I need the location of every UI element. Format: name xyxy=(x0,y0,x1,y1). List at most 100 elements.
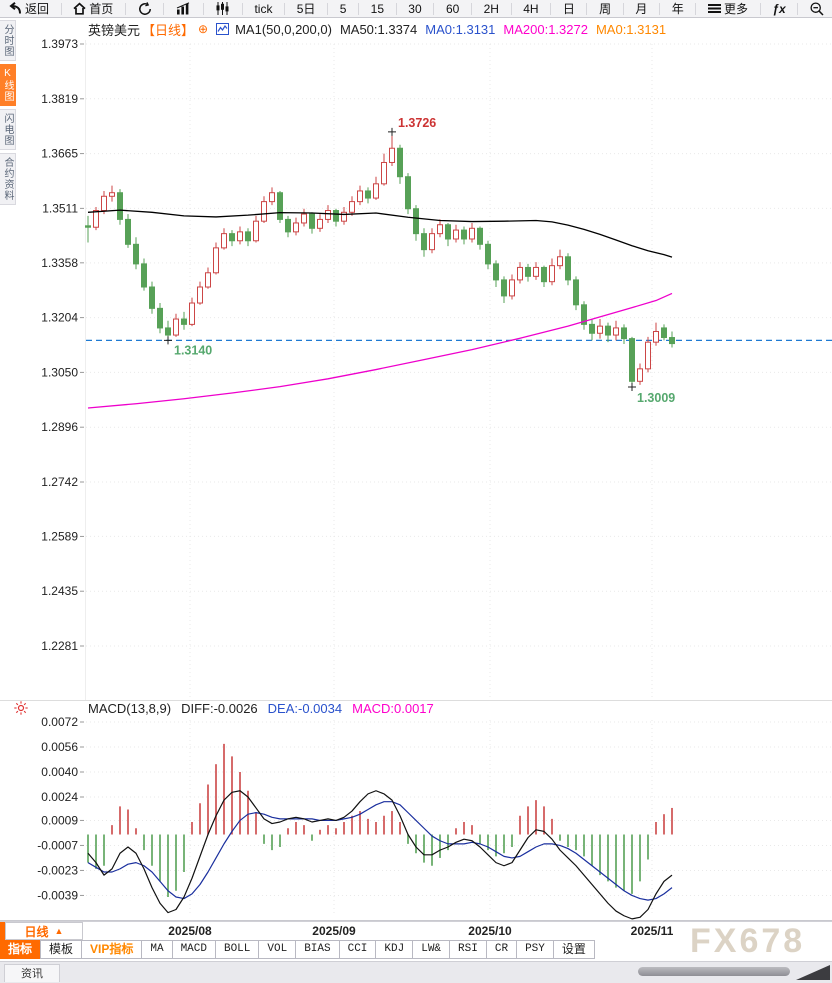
svg-text:0.0024: 0.0024 xyxy=(41,790,78,804)
toolbar: 返回 首页 tick 5日 5 15 30 60 2H 4H 日 周 月 年 更… xyxy=(0,0,832,18)
sidebar-item-kline-chart[interactable]: K线图 xyxy=(0,64,16,106)
toolbar-separator xyxy=(550,2,552,15)
toolbar-separator xyxy=(60,2,62,15)
svg-text:1.2589: 1.2589 xyxy=(41,529,78,543)
period-selector-dropdown[interactable]: 日线 ▲ xyxy=(5,922,83,940)
toolbar-button-60m[interactable]: 60 xyxy=(446,0,459,18)
toolbar-button-bar-chart[interactable] xyxy=(176,0,191,18)
toolbar-button-2h[interactable]: 2H xyxy=(484,0,499,18)
tab-ma[interactable]: MA xyxy=(141,940,173,959)
tab-macd[interactable]: MACD xyxy=(171,940,216,959)
home-icon xyxy=(73,2,86,15)
toolbar-separator xyxy=(433,2,435,15)
refresh-icon xyxy=(138,1,152,16)
toolbar-button-tick[interactable]: tick xyxy=(254,0,272,18)
macd-header-row: MACD(13,8,9) DIFF:-0.0026 DEA:-0.0034 MA… xyxy=(88,701,434,716)
tab-cr[interactable]: CR xyxy=(485,940,518,959)
toolbar-label: 2H xyxy=(483,1,499,16)
horizontal-scrollbar[interactable] xyxy=(638,967,790,976)
svg-text:-0.0039: -0.0039 xyxy=(37,888,78,902)
toolbar-button-5m[interactable]: 5 xyxy=(340,0,347,18)
toolbar-label: 更多 xyxy=(724,2,749,16)
toolbar-button-zoom-out[interactable] xyxy=(810,0,824,18)
svg-text:1.3050: 1.3050 xyxy=(41,365,78,379)
date-label: 2025/08 xyxy=(168,924,212,938)
sidebar-item-time-chart[interactable]: 分时图 xyxy=(0,20,16,61)
back-arrow-icon xyxy=(8,2,22,15)
toolbar-separator xyxy=(241,2,243,15)
svg-text:1.2742: 1.2742 xyxy=(41,475,78,489)
svg-text:1.2896: 1.2896 xyxy=(41,420,78,434)
toolbar-button-more[interactable]: 更多 xyxy=(708,0,748,18)
news-tab[interactable]: 资讯 xyxy=(4,964,60,982)
toolbar-button-30m[interactable]: 30 xyxy=(408,0,421,18)
toolbar-button-home[interactable]: 首页 xyxy=(73,0,113,18)
tab-lw[interactable]: LW& xyxy=(412,940,451,959)
svg-text:0.0056: 0.0056 xyxy=(41,740,78,754)
kline-mini-icon[interactable] xyxy=(216,23,230,35)
toolbar-separator xyxy=(284,2,286,15)
toolbar-separator xyxy=(659,2,661,15)
zoom-out-icon xyxy=(810,1,824,16)
tab-vip-indicators[interactable]: VIP指标 xyxy=(81,940,143,959)
svg-text:1.3009: 1.3009 xyxy=(637,391,675,405)
date-axis-row: 日线 ▲ 2025/08 2025/09 2025/10 2025/11 xyxy=(0,921,832,941)
toolbar-separator xyxy=(759,2,761,15)
date-label: 2025/10 xyxy=(468,924,512,938)
toolbar-separator xyxy=(586,2,588,15)
toolbar-button-back[interactable]: 返回 xyxy=(8,0,49,18)
ma0-blue-value: MA0:1.3131 xyxy=(425,21,496,37)
toolbar-label: 周 xyxy=(599,2,612,16)
resize-corner-handle[interactable] xyxy=(796,965,830,980)
candlestick-macd-chart[interactable]: 1.3973 1.3819 1.3665 1.3511 1.3358 1.3204 1.30… xyxy=(0,18,832,921)
svg-text:1.2281: 1.2281 xyxy=(41,639,78,653)
sidebar-item-lightning-chart[interactable]: 闪电图 xyxy=(0,109,16,150)
toolbar-separator xyxy=(510,2,512,15)
tab-templates[interactable]: 模板 xyxy=(40,940,83,959)
tab-bias[interactable]: BIAS xyxy=(295,940,340,959)
toolbar-button-15m[interactable]: 15 xyxy=(371,0,384,18)
svg-text:-0.0007: -0.0007 xyxy=(37,838,78,852)
toolbar-label: 年 xyxy=(671,2,684,16)
tab-psy[interactable]: PSY xyxy=(516,940,554,959)
indicator-settings-sun-icon[interactable] xyxy=(14,701,28,720)
svg-text:1.2435: 1.2435 xyxy=(41,584,78,598)
toolbar-label: 60 xyxy=(445,1,460,16)
tab-rsi[interactable]: RSI xyxy=(449,940,487,959)
svg-text:1.3819: 1.3819 xyxy=(41,92,78,106)
svg-text:1.3973: 1.3973 xyxy=(41,37,78,51)
toolbar-button-year[interactable]: 年 xyxy=(672,0,684,18)
expand-icon[interactable]: ⊕ xyxy=(198,22,209,36)
macd-dea-value: DEA:-0.0034 xyxy=(267,701,343,716)
svg-text:1.3511: 1.3511 xyxy=(42,201,78,215)
tab-boll[interactable]: BOLL xyxy=(214,940,260,959)
toolbar-button-5d[interactable]: 5日 xyxy=(297,0,316,18)
toolbar-label: 返回 xyxy=(25,2,50,16)
toolbar-button-day[interactable]: 日 xyxy=(563,0,575,18)
toolbar-button-week[interactable]: 周 xyxy=(599,0,611,18)
tab-settings[interactable]: 设置 xyxy=(552,940,595,959)
svg-text:1.3204: 1.3204 xyxy=(41,311,78,325)
toolbar-separator xyxy=(163,2,165,15)
tab-indicators[interactable]: 指标 xyxy=(0,940,42,959)
toolbar-label: 月 xyxy=(635,2,648,16)
toolbar-label: 日 xyxy=(562,2,575,16)
sidebar-item-contract-info[interactable]: 合约资料 xyxy=(0,153,16,205)
toolbar-button-fx[interactable]: ƒx xyxy=(772,0,785,18)
toolbar-button-candle-chart[interactable] xyxy=(215,0,230,18)
svg-text:1.3726: 1.3726 xyxy=(398,116,436,130)
toolbar-button-month[interactable]: 月 xyxy=(635,0,647,18)
menu-icon xyxy=(708,3,722,14)
toolbar-button-4h[interactable]: 4H xyxy=(523,0,538,18)
chart-title-row: 英镑美元 【日线】 ⊕ MA1(50,0,200,0) MA50:1.3374 … xyxy=(88,21,666,38)
bottom-status-strip: 资讯 xyxy=(0,961,832,983)
tab-vol[interactable]: VOL xyxy=(258,940,297,959)
toolbar-button-refresh[interactable] xyxy=(138,0,152,18)
tab-cci[interactable]: CCI xyxy=(338,940,377,959)
tab-kdj[interactable]: KDJ xyxy=(375,940,414,959)
svg-text:1.3358: 1.3358 xyxy=(41,256,78,270)
toolbar-separator xyxy=(470,2,472,15)
fx-icon: ƒx xyxy=(772,1,786,16)
macd-config-label: MACD(13,8,9) xyxy=(88,701,172,716)
toolbar-label: 首页 xyxy=(89,2,114,16)
